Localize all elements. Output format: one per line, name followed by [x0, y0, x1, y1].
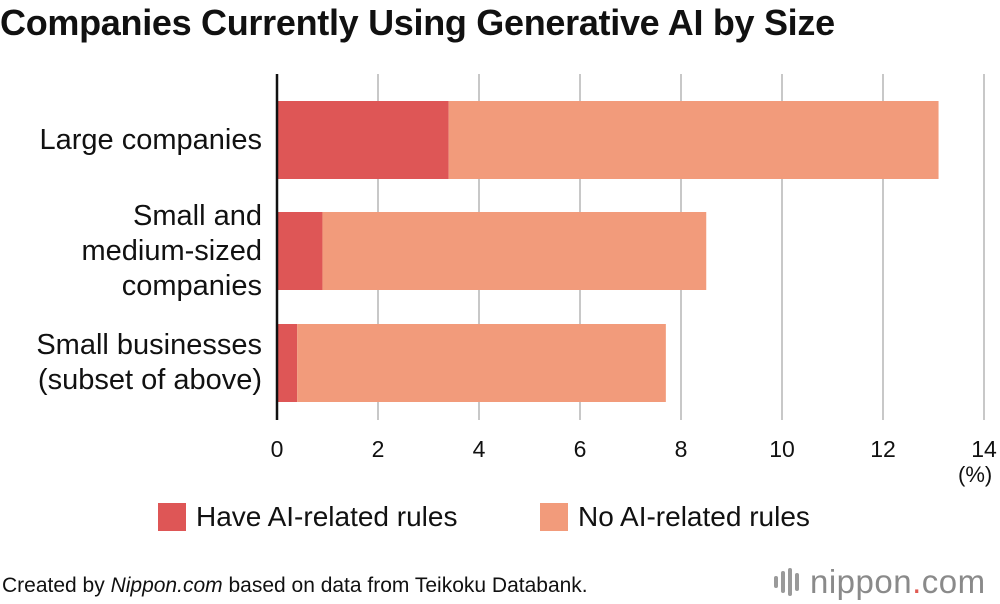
- x-tick-label-10: 10: [769, 436, 795, 462]
- logo-dot: .: [912, 563, 922, 600]
- bar-have-rules-2: [277, 324, 298, 402]
- bars: [277, 101, 939, 402]
- x-tick-label-6: 6: [574, 436, 587, 462]
- x-tick-label-8: 8: [675, 436, 688, 462]
- bar-no-rules-2: [297, 324, 666, 402]
- legend-label-no-rules: No AI-related rules: [578, 501, 810, 532]
- legend: Have AI-related rules No AI-related rule…: [0, 501, 1000, 535]
- bar-have-rules-1: [277, 212, 323, 290]
- x-tick-label-2: 2: [372, 436, 385, 462]
- logo-word: nippon: [810, 563, 913, 600]
- logo-text: nippon.com: [810, 563, 986, 601]
- source-site: Nippon.com: [110, 574, 223, 597]
- logo-tld: com: [921, 563, 986, 600]
- legend-item-no-rules: No AI-related rules: [540, 501, 810, 533]
- x-tick-label-0: 0: [271, 436, 284, 462]
- bar-have-rules-0: [277, 101, 449, 179]
- category-label-2: Small businesses (subset of above): [36, 329, 262, 396]
- source-note: Created by Nippon.com based on data from…: [2, 574, 588, 598]
- category-label-0: Large companies: [39, 123, 262, 156]
- axes: 0 2 4 6 8 10 12 14: [271, 74, 997, 462]
- logo-bars-icon: [774, 568, 799, 596]
- chart-title: Companies Currently Using Generative AI …: [0, 2, 835, 43]
- x-tick-label-14: 14: [971, 436, 997, 462]
- x-tick-label-12: 12: [870, 436, 896, 462]
- source-prefix: Created by: [2, 574, 111, 597]
- bar-no-rules-1: [322, 212, 707, 290]
- x-axis-unit: (%): [958, 462, 993, 487]
- bar-no-rules-0: [448, 101, 939, 179]
- legend-label-have-rules: Have AI-related rules: [196, 501, 458, 532]
- legend-swatch-have-rules: [158, 503, 186, 531]
- x-tick-label-4: 4: [473, 436, 486, 462]
- nippon-logo: nippon.com: [772, 563, 986, 601]
- legend-item-have-rules: Have AI-related rules: [158, 501, 457, 533]
- category-label-1: Small and medium-sized companies: [81, 199, 263, 302]
- legend-swatch-no-rules: [540, 503, 568, 531]
- source-suffix: based on data from Teikoku Databank.: [222, 574, 588, 597]
